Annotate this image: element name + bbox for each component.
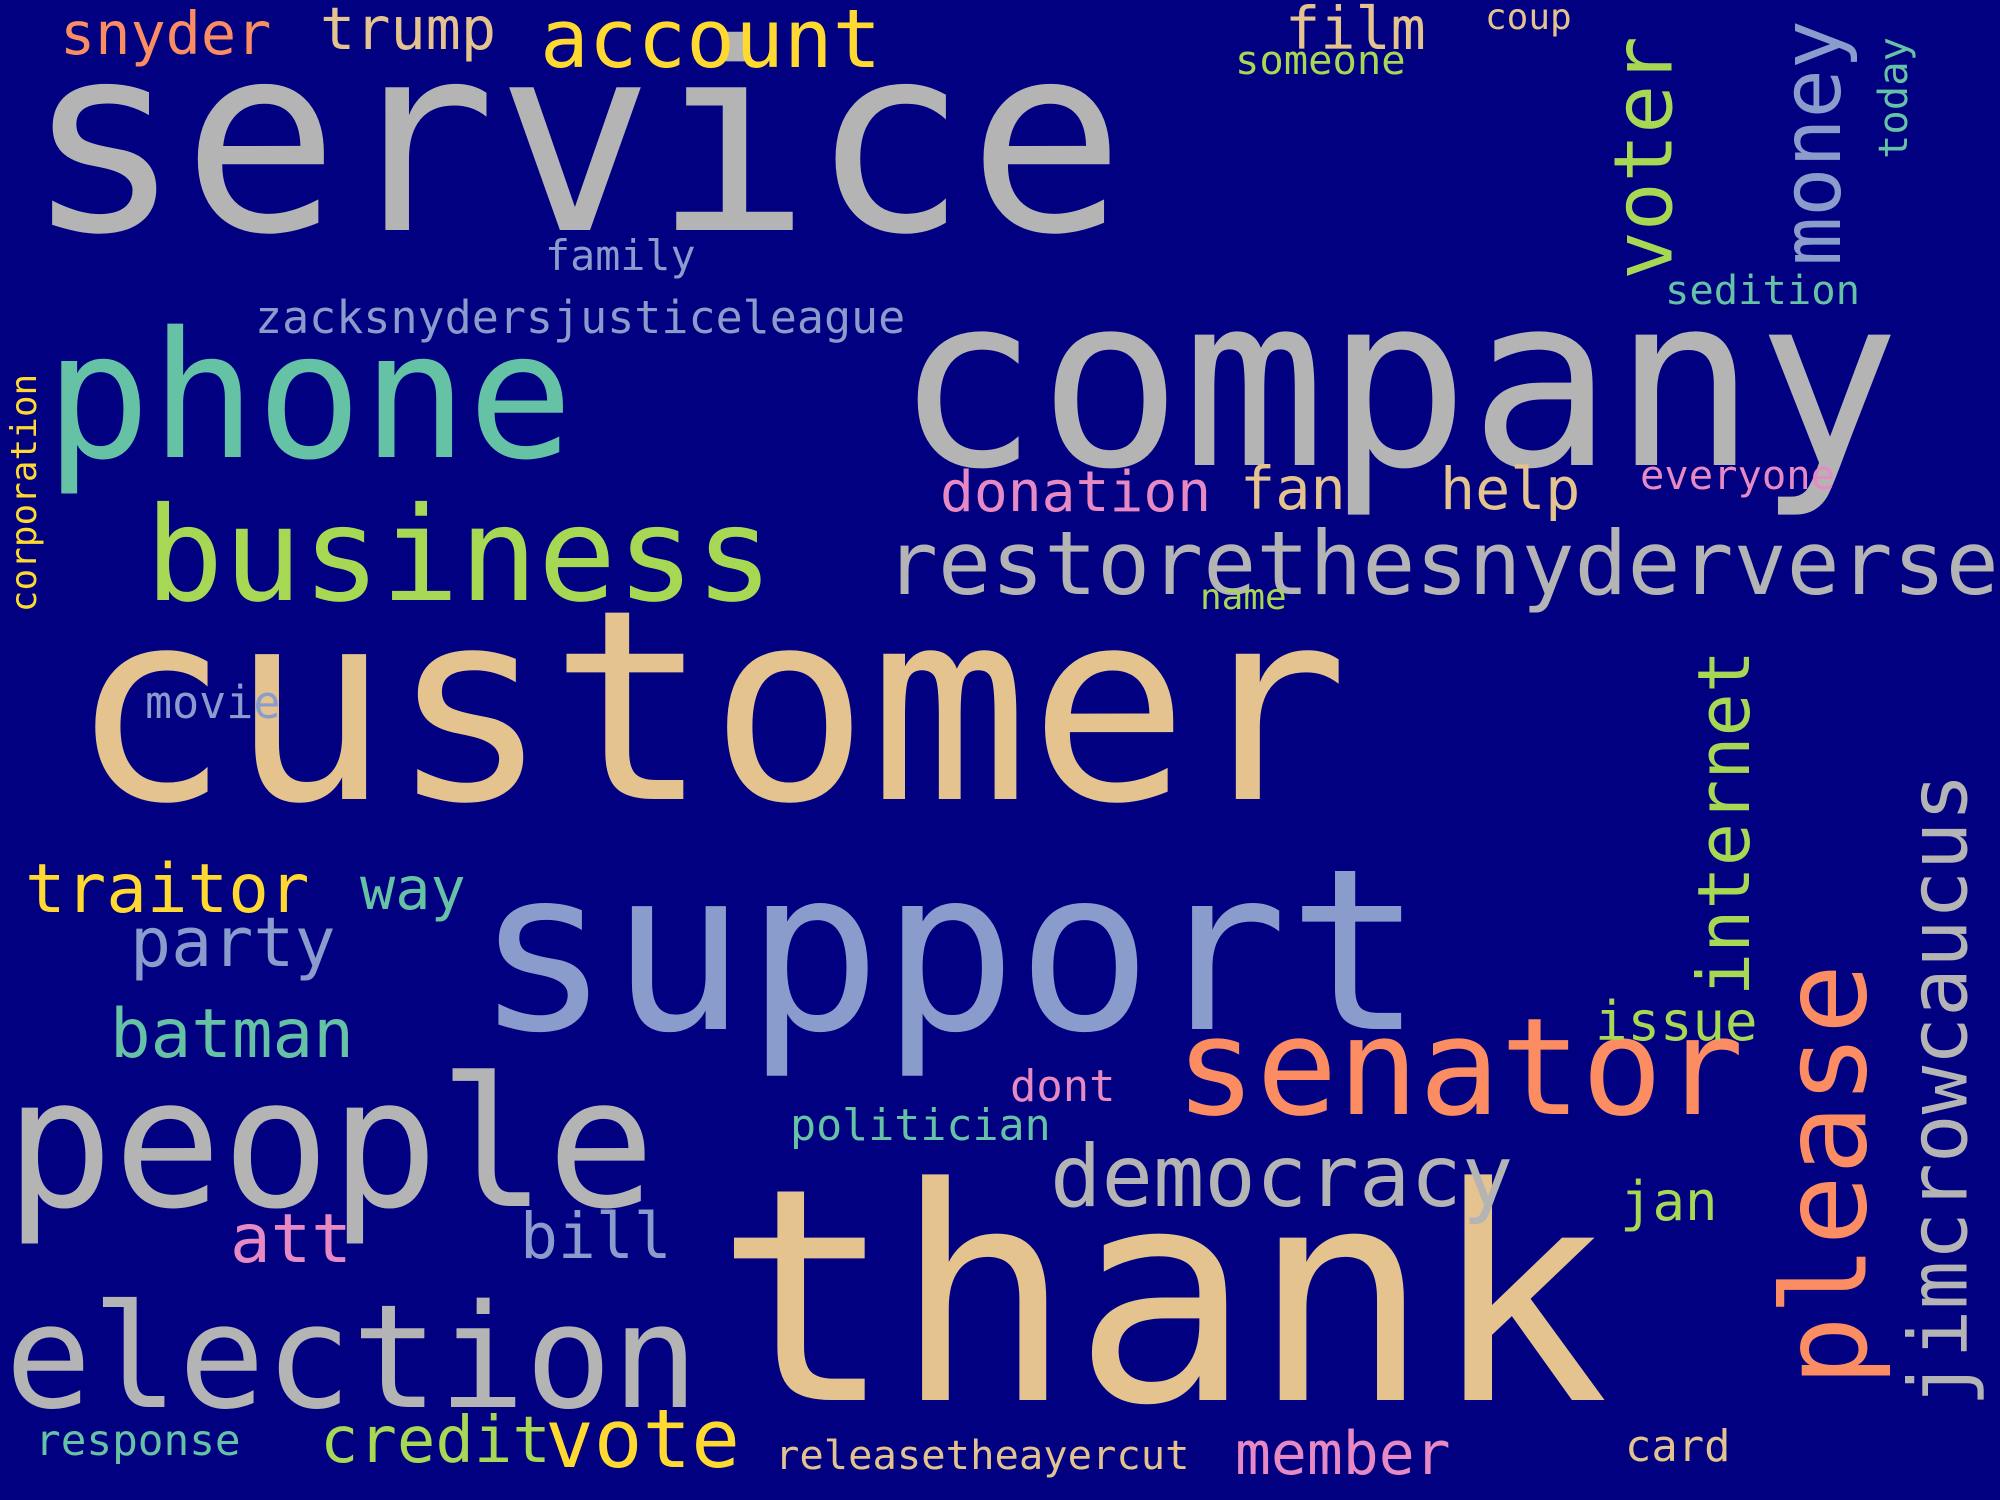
word-everyone: everyone [1640,451,1836,499]
word-jan: jan [1620,1170,1718,1233]
word-trump: trump [320,0,497,63]
word-dont: dont [1010,1061,1116,1112]
word-vote: vote [545,1393,741,1487]
word-fan: fan [1240,455,1346,523]
word-people: people [5,1040,656,1249]
word-movie: movie [145,676,281,729]
word-voter: voter [1597,35,1692,280]
word-internet: internet [1682,649,1767,996]
word-att: att [230,1199,352,1278]
word-someone: someone [1235,36,1406,84]
word-film: film [1285,0,1426,63]
word-family: family [545,231,696,280]
word-snyder: snyder [60,0,272,68]
word-customer: customer [70,553,1349,862]
word-jimcrowcaucus: jimcrowcaucus [1892,773,1987,1407]
word-please: please [1756,963,1894,1387]
word-senator: senator [1175,989,1744,1146]
word-money: money [1764,19,1860,266]
word-member: member [1235,1420,1451,1489]
word-donation: donation [940,460,1212,525]
word-sedition: sedition [1665,266,1861,314]
word-issue: issue [1595,990,1758,1053]
word-phone: phone [45,295,574,499]
word-democracy: democracy [1050,1128,1514,1227]
word-response: response [35,1416,241,1466]
word-releasetheayercut: releasetheayercut [775,1431,1190,1479]
word-help: help [1440,455,1581,523]
word-zacksnydersjusticeleague: zacksnydersjusticeleague [255,291,906,344]
word-service: service [25,0,1125,292]
word-coup: coup [1485,0,1572,38]
word-party: party [130,904,336,983]
word-election: election [5,1273,699,1441]
word-thank: thank [715,1125,1610,1471]
word-politician: politician [790,1101,1051,1151]
word-today: today [1868,36,1917,159]
word-account: account [540,0,882,87]
word-batman: batman [110,994,354,1073]
word-restorethesnyderverse: restorethesnyderverse [885,512,1999,615]
word-bill: bill [520,1200,672,1273]
word-company: company [895,245,1901,522]
word-name: name [1200,577,1287,618]
word-support: support [475,821,1424,1083]
word-corporation: corporation [4,373,45,612]
word-way: way [360,855,466,923]
word-card: card [1625,1421,1731,1472]
word-business: business [145,479,774,631]
word-credit: credit [320,1404,551,1478]
word-traitor: traitor [25,849,310,928]
